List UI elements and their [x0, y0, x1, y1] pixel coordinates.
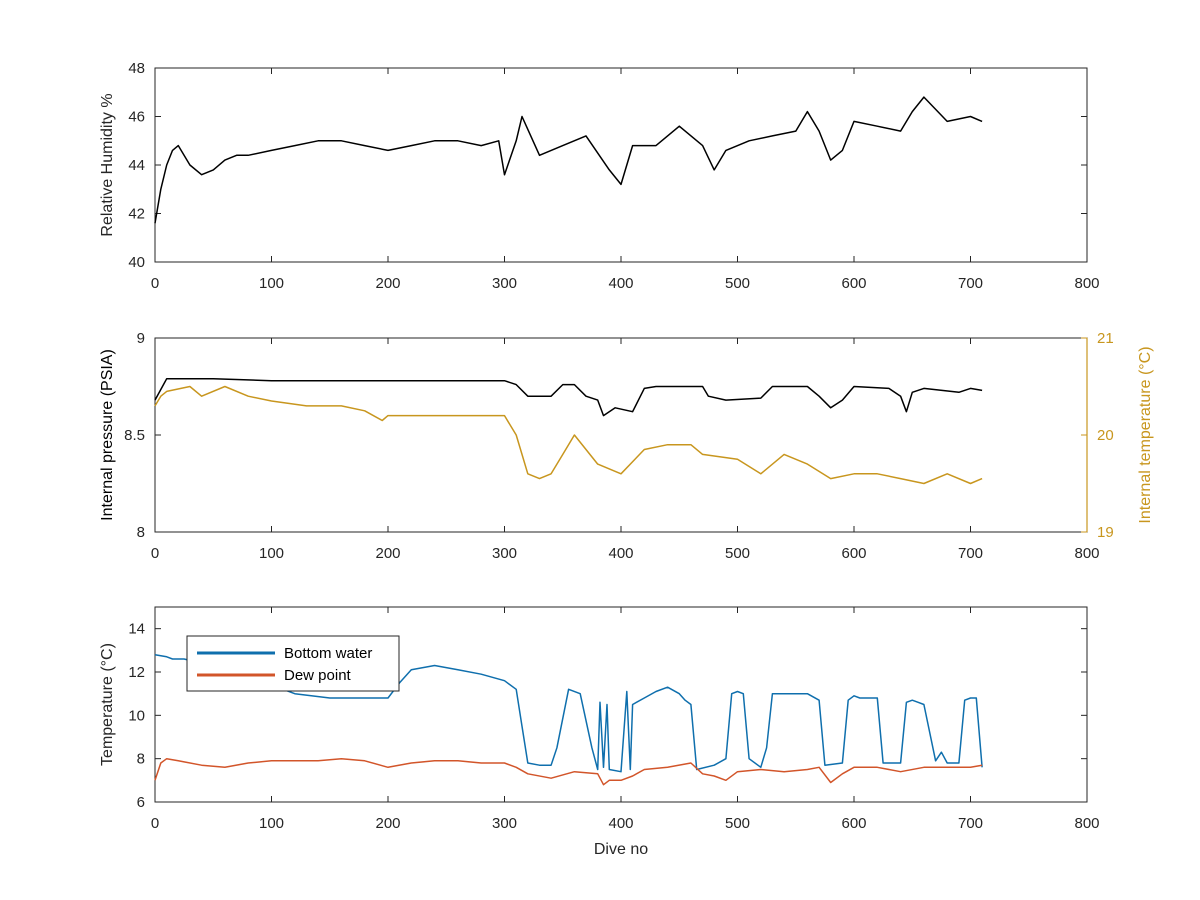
y-tick-label: 9	[137, 330, 145, 347]
axes-box	[154, 67, 1088, 263]
legend: Bottom water Dew point	[186, 635, 400, 692]
x-tick-label: 600	[841, 545, 866, 562]
panel-3: 0 100 200 300 400 500 600 700 800 6 8 10 12 14 Tempera…	[99, 606, 1100, 858]
y-axis-label: Internal pressure (PSIA)	[99, 349, 116, 521]
x-tick-label: 300	[492, 815, 517, 832]
legend-label: Bottom water	[284, 645, 372, 662]
x-tick-label: 200	[375, 275, 400, 292]
x-tick-label: 700	[958, 275, 983, 292]
x-tick-label: 0	[151, 545, 159, 562]
panel-2: 0 100 200 300 400 500 600 700 800 8 8.5 9 Internal p…	[99, 330, 1154, 562]
y-tick-label: 12	[128, 664, 145, 681]
y-tick-label: 42	[128, 206, 145, 223]
x-axis-label: Dive no	[594, 841, 648, 858]
x-tick-label: 100	[259, 275, 284, 292]
legend-label: Dew point	[284, 667, 352, 684]
x-tick-label: 0	[151, 815, 159, 832]
y-axis-label: Relative Humidity %	[99, 93, 116, 236]
y2-tick-label: 21	[1097, 330, 1114, 347]
y-tick-label: 8	[137, 524, 145, 541]
series-2-line	[154, 385, 983, 485]
series-1-line	[154, 96, 983, 224]
x-tick-label: 200	[375, 545, 400, 562]
y-axis-label: Temperature (°C)	[99, 643, 116, 766]
bottom-water-line	[154, 653, 983, 773]
axes-box	[154, 337, 1088, 533]
x-tick-label: 700	[958, 815, 983, 832]
x-tick-label: 200	[375, 815, 400, 832]
x-tick-label: 700	[958, 545, 983, 562]
x-tick-label: 300	[492, 275, 517, 292]
y-tick-label: 14	[128, 621, 145, 638]
x-tick-label: 500	[725, 545, 750, 562]
y-tick-label: 6	[137, 794, 145, 811]
x-tick-label: 600	[841, 275, 866, 292]
y2-axis-label: Internal temperature (°C)	[1137, 346, 1154, 523]
x-tick-label: 0	[151, 275, 159, 292]
y2-tick-label: 19	[1097, 524, 1114, 541]
dew-point-line	[154, 757, 983, 786]
x-tick-label: 500	[725, 815, 750, 832]
x-tick-label: 800	[1074, 275, 1099, 292]
x-tick-label: 800	[1074, 545, 1099, 562]
y-tick-label: 48	[128, 60, 145, 77]
y2-tick-label: 20	[1097, 427, 1114, 444]
y-tick-label: 8	[137, 751, 145, 768]
y-tick-label: 46	[128, 109, 145, 126]
x-tick-label: 800	[1074, 815, 1099, 832]
y-tick-label: 10	[128, 707, 145, 724]
legend-box	[186, 635, 400, 692]
x-tick-label: 300	[492, 545, 517, 562]
x-tick-label: 400	[608, 275, 633, 292]
y-tick-label: 8.5	[124, 427, 145, 444]
x-tick-label: 400	[608, 815, 633, 832]
series-1-line	[154, 377, 983, 417]
x-tick-label: 100	[259, 815, 284, 832]
x-tick-label: 400	[608, 545, 633, 562]
y-tick-label: 44	[128, 157, 145, 174]
x-tick-label: 100	[259, 545, 284, 562]
y-tick-label: 40	[128, 254, 145, 271]
x-tick-label: 500	[725, 275, 750, 292]
x-tick-label: 600	[841, 815, 866, 832]
panel-1: 0 100 200 300 400 500 600 700 800 40 42 44 46 48 Relat…	[99, 60, 1100, 292]
